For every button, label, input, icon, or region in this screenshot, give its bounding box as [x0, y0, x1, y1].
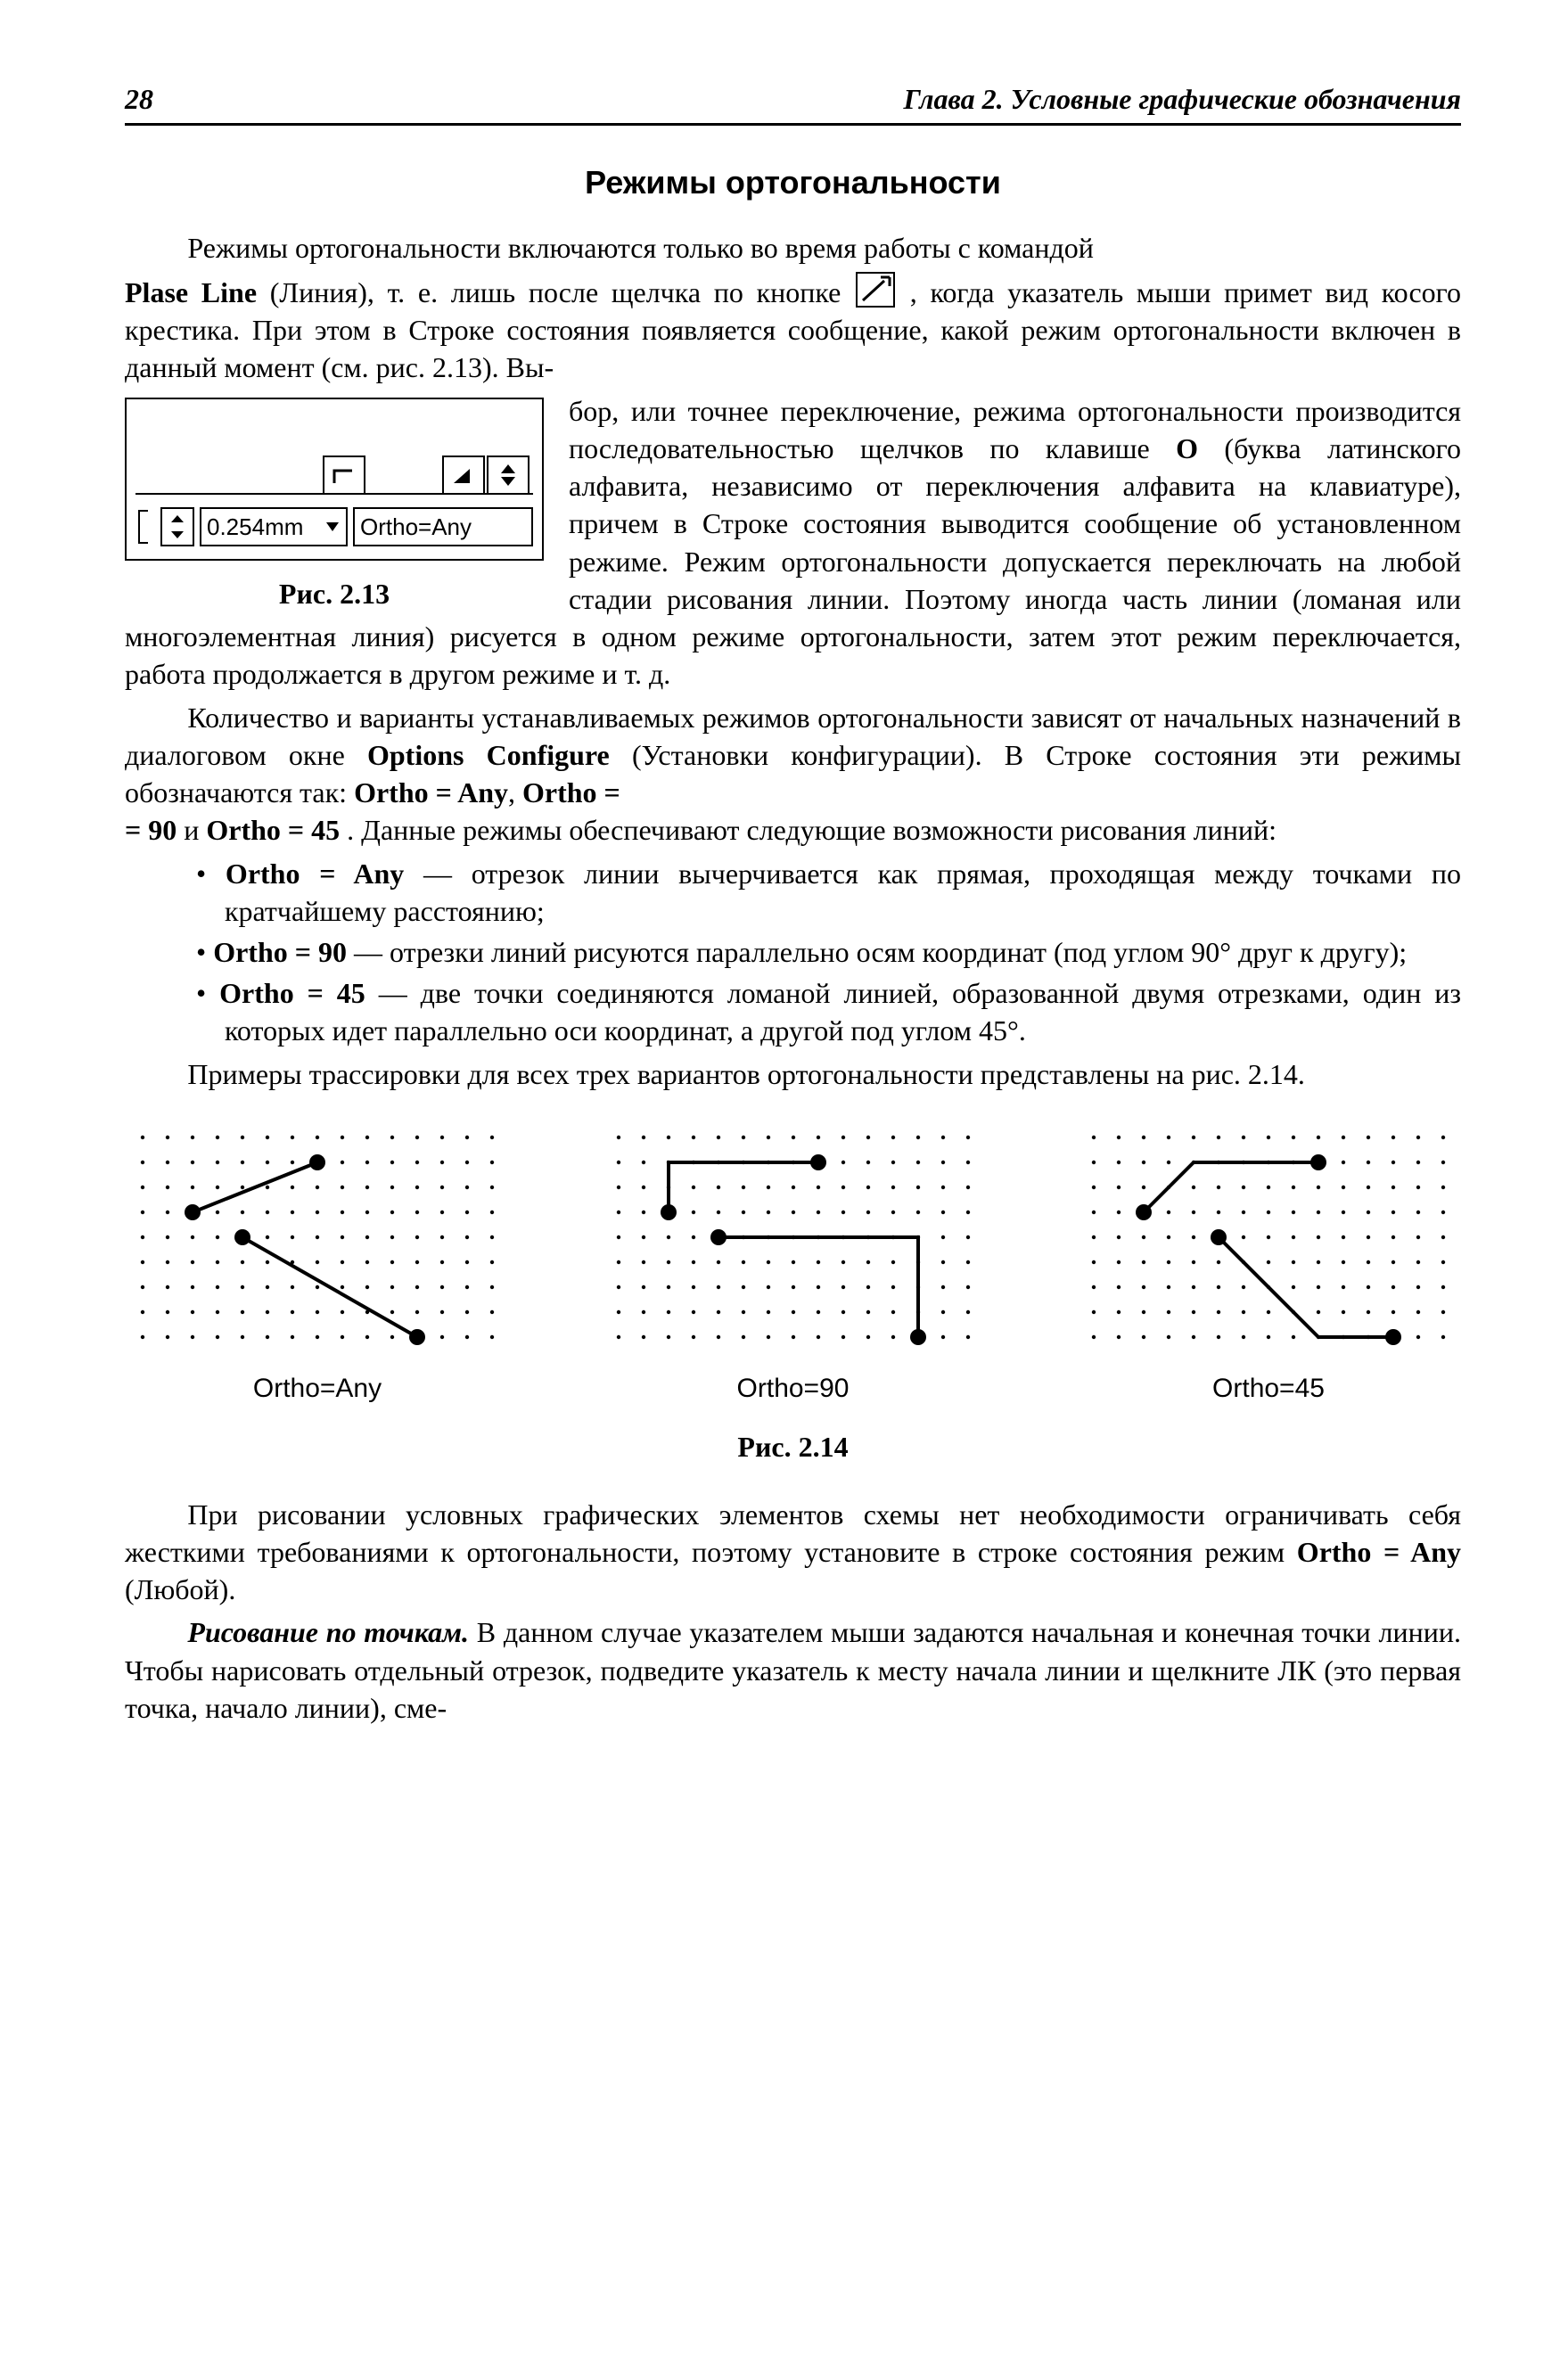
line-tool-icon [856, 272, 895, 308]
ortho-any-label: Ortho=Any [125, 1371, 510, 1407]
li1-text: — отрезок линии вычерчивается как прямая… [225, 858, 1461, 927]
grid-value-input[interactable]: 0.254mm [200, 507, 348, 546]
li3-term: Ortho = 45 [219, 977, 365, 1009]
page-header: 28 Глава 2. Условные графические обознач… [125, 80, 1461, 126]
dropdown-icon [324, 521, 341, 533]
paragraph-2: Количество и варианты устанавливаемых ре… [125, 699, 1461, 849]
li3-text: — две точки соединяются ломаной линией, … [225, 977, 1461, 1046]
paragraph-1b: Plase Line (Линия), т. е. лишь после щел… [125, 272, 1461, 387]
p4-c: (Любой). [125, 1573, 235, 1605]
fig213-status-row: 0.254mm Ortho=Any [135, 495, 533, 546]
list-item: Ortho = 45 — две точки соединяются ломан… [196, 974, 1461, 1049]
ortho-45-label: Ortho=45 [1076, 1371, 1461, 1407]
figure-2-13: 0.254mm Ortho=Any Рис. 2.13 [125, 398, 544, 612]
p1-a: Режимы ортогональности включаются только… [187, 232, 1093, 264]
ortho-90-panel: Ortho=90 [601, 1120, 986, 1407]
ortho-90-label: Ortho=90 [601, 1371, 986, 1407]
ortho-status-text: Ortho=Any [360, 512, 472, 542]
mode-ortho-prefix: Ortho = [522, 776, 620, 808]
list-item: Ortho = 90 — отрезки линий рисуются пара… [196, 933, 1461, 971]
fig213-caption: Рис. 2.13 [125, 575, 544, 612]
li2-term: Ortho = 90 [213, 936, 347, 968]
ortho-90-grid [601, 1120, 986, 1355]
p2-f: и [184, 814, 206, 846]
mode-45: Ortho = 45 [206, 814, 340, 846]
section-heading: Режимы ортогональности [125, 161, 1461, 204]
arrow-button[interactable] [442, 456, 485, 495]
grid-value-text: 0.254mm [207, 512, 303, 542]
li2-text: — отрезки линий рисуются параллельно ося… [347, 936, 1407, 968]
plase-line-term: Plase Line [125, 276, 257, 308]
ortho-status-input[interactable]: Ortho=Any [353, 507, 533, 546]
paragraph-3: Примеры трассировки для всех трех вариан… [125, 1055, 1461, 1093]
ortho-any-grid [125, 1120, 510, 1355]
p2-e: = 90 [125, 814, 177, 846]
fig213-box: 0.254mm Ortho=Any [125, 398, 544, 561]
fig214-caption: Рис. 2.14 [125, 1428, 1461, 1465]
p2-d: , [508, 776, 522, 808]
shape-button[interactable] [323, 456, 365, 495]
ortho-any-panel: Ortho=Any [125, 1120, 510, 1407]
paragraph-1: Режимы ортогональности включаются только… [125, 229, 1461, 267]
figure-2-14: Ortho=Any Ortho=90 Ortho=45 [125, 1120, 1461, 1407]
list-item: Ortho = Any — отрезок линии вычерчиваетс… [196, 855, 1461, 930]
li1-term: Ortho = Any [226, 858, 404, 890]
key-O: O [1176, 432, 1198, 464]
p1-c: (Линия), т. е. лишь после щелчка по кноп… [270, 276, 854, 308]
paragraph-4: При рисовании условных графических элеме… [125, 1496, 1461, 1609]
options-configure: Options Configure [367, 739, 610, 771]
spinner-button[interactable] [487, 456, 530, 495]
p2-g: . Данные режимы обеспечивают следующие в… [347, 814, 1277, 846]
ortho-45-panel: Ortho=45 [1076, 1120, 1461, 1407]
p4-a: При рисовании условных графических элеме… [125, 1498, 1461, 1568]
chapter-title: Глава 2. Условные графические обозначени… [904, 80, 1462, 118]
fig213-toolbar-top [135, 408, 533, 495]
bracket-icon [135, 509, 155, 545]
modes-list: Ortho = Any — отрезок линии вычерчиваетс… [196, 855, 1461, 1050]
page-number: 28 [125, 80, 153, 118]
p4-b: Ortho = Any [1297, 1536, 1461, 1568]
p5-a: Рисование по точкам. [187, 1616, 469, 1648]
paragraph-5: Рисование по точкам. В данном случае ука… [125, 1613, 1461, 1727]
grid-spinner[interactable] [160, 507, 194, 546]
mode-any: Ortho = Any [354, 776, 508, 808]
ortho-45-grid [1076, 1120, 1461, 1355]
